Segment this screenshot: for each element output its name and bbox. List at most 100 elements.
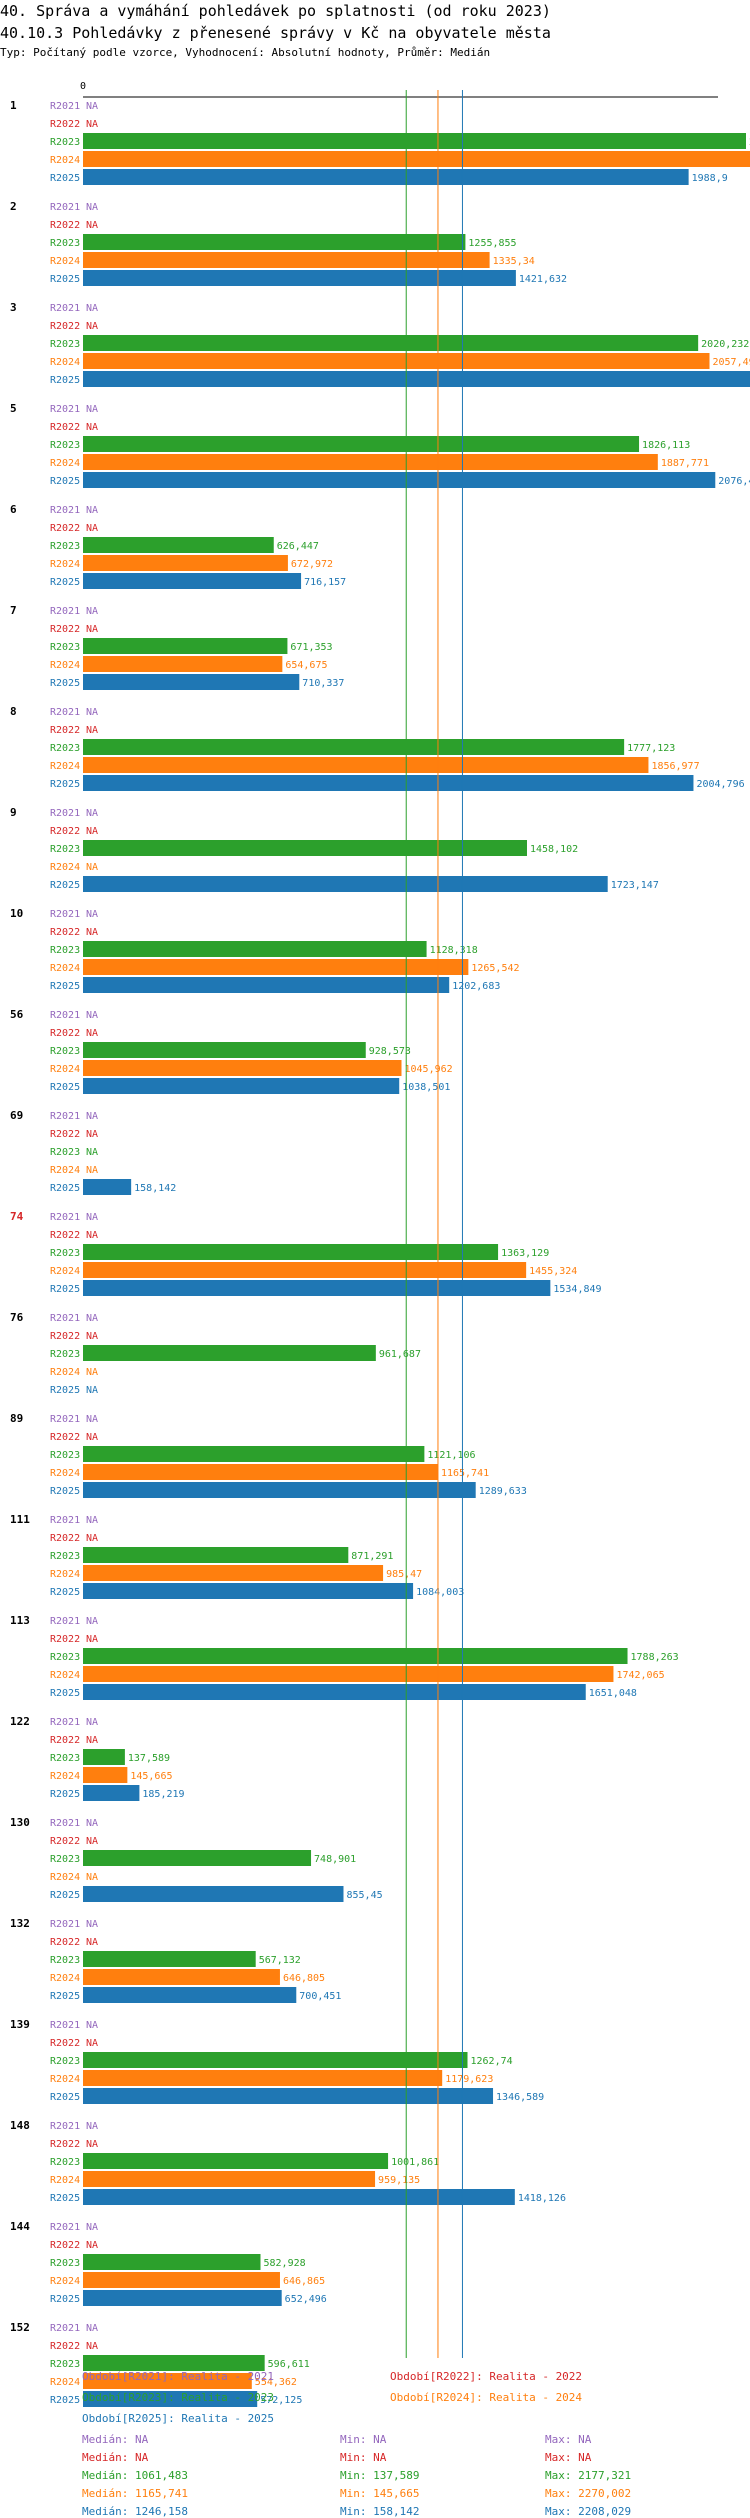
series-label: R2025 [50, 1890, 80, 1901]
group-label: 89 [10, 1412, 23, 1425]
group-label: 69 [10, 1109, 23, 1122]
bar [83, 977, 450, 993]
bar [83, 1767, 128, 1783]
data-label: NA [86, 101, 98, 112]
bar [83, 454, 658, 470]
data-label: 928,573 [369, 1046, 411, 1057]
series-label: R2022 [50, 1634, 80, 1645]
series-label: R2021 [50, 1818, 80, 1829]
data-label: 671,353 [290, 642, 332, 653]
series-label: R2024 [50, 1064, 80, 1075]
data-label: NA [86, 624, 98, 635]
data-label: 1045,962 [404, 1064, 452, 1075]
series-label: R2023 [50, 339, 80, 350]
data-label: 1777,123 [627, 743, 675, 754]
chart-title: 40. Správa a vymáhání pohledávek po spla… [0, 2, 551, 20]
data-label: NA [86, 119, 98, 130]
series-label: R2023 [50, 440, 80, 451]
data-label: 1255,855 [468, 238, 516, 249]
group-label: 76 [10, 1311, 24, 1324]
group-label: 2 [10, 200, 17, 213]
bar [83, 2272, 280, 2288]
group-label: 7 [10, 604, 17, 617]
data-label: 1534,849 [553, 1284, 601, 1295]
data-label: 1128,318 [430, 945, 478, 956]
data-label: NA [86, 1533, 98, 1544]
series-label: R2021 [50, 303, 80, 314]
series-label: R2024 [50, 2175, 80, 2186]
legend-item-r2021: Období[R2021]: Realita - 2021 [82, 2370, 275, 2383]
data-label: 1856,977 [651, 761, 699, 772]
series-label: R2023 [50, 541, 80, 552]
group-label: 10 [10, 907, 23, 920]
series-label: R2023 [50, 1753, 80, 1764]
data-label: NA [86, 1212, 98, 1223]
series-label: R2024 [50, 155, 80, 166]
data-label: NA [86, 1919, 98, 1930]
bar [83, 775, 694, 791]
series-label: R2022 [50, 1331, 80, 1342]
series-label: R2021 [50, 2222, 80, 2233]
bar [83, 2052, 468, 2068]
data-label: 1179,623 [445, 2074, 493, 2085]
stat-min-r2023: Min: 137,589 [340, 2469, 420, 2482]
data-label: 554,362 [255, 2377, 297, 2388]
series-label: R2024 [50, 1468, 80, 1479]
bar [83, 1244, 499, 1260]
data-label: 871,291 [351, 1551, 393, 1562]
series-label: R2023 [50, 1147, 80, 1158]
bar [83, 1850, 312, 1866]
series-label: R2022 [50, 2038, 80, 2049]
bar [83, 169, 689, 185]
series-label: R2024 [50, 458, 80, 469]
series-label: R2024 [50, 1367, 80, 1378]
data-label: NA [86, 1367, 98, 1378]
series-label: R2021 [50, 404, 80, 415]
series-label: R2024 [50, 660, 80, 671]
bar [83, 1262, 527, 1278]
group-label: 132 [10, 1917, 30, 1930]
series-label: R2021 [50, 1515, 80, 1526]
series-label: R2025 [50, 678, 80, 689]
data-label: 700,451 [299, 1991, 341, 2002]
bar [83, 2391, 258, 2407]
data-label: 1723,147 [611, 880, 659, 891]
series-label: R2025 [50, 375, 80, 386]
data-label: NA [86, 1616, 98, 1627]
series-label: R2024 [50, 1872, 80, 1883]
series-label: R2021 [50, 1919, 80, 1930]
bar [83, 537, 274, 553]
data-label: NA [86, 1515, 98, 1526]
series-label: R2023 [50, 743, 80, 754]
series-label: R2022 [50, 119, 80, 130]
bar [83, 133, 746, 149]
series-label: R2022 [50, 1533, 80, 1544]
bar [83, 2088, 494, 2104]
series-label: R2021 [50, 1717, 80, 1728]
group-label: 130 [10, 1816, 30, 1829]
series-label: R2022 [50, 1129, 80, 1140]
bar [83, 1078, 400, 1094]
series-label: R2021 [50, 909, 80, 920]
data-label: 582,928 [264, 2258, 306, 2269]
data-label: NA [86, 826, 98, 837]
bar [83, 757, 649, 773]
stat-median-r2021: Medián: NA [82, 2433, 149, 2446]
data-label: NA [86, 1028, 98, 1039]
series-label: R2021 [50, 505, 80, 516]
series-label: R2022 [50, 523, 80, 534]
bar [83, 1749, 125, 1765]
legend-item-r2023: Období[R2023]: Realita - 2023 [82, 2391, 275, 2404]
series-label: R2021 [50, 2020, 80, 2031]
series-label: R2022 [50, 624, 80, 635]
data-label: NA [86, 1634, 98, 1645]
data-label: 572,125 [260, 2395, 302, 2406]
data-label: NA [86, 1818, 98, 1829]
series-label: R2023 [50, 1551, 80, 1562]
data-label: 654,675 [285, 660, 327, 671]
bar [83, 2153, 389, 2169]
series-label: R2022 [50, 321, 80, 332]
series-label: R2025 [50, 2395, 80, 2406]
chart-meta: Typ: Počítaný podle vzorce, Vyhodnocení:… [0, 46, 491, 59]
